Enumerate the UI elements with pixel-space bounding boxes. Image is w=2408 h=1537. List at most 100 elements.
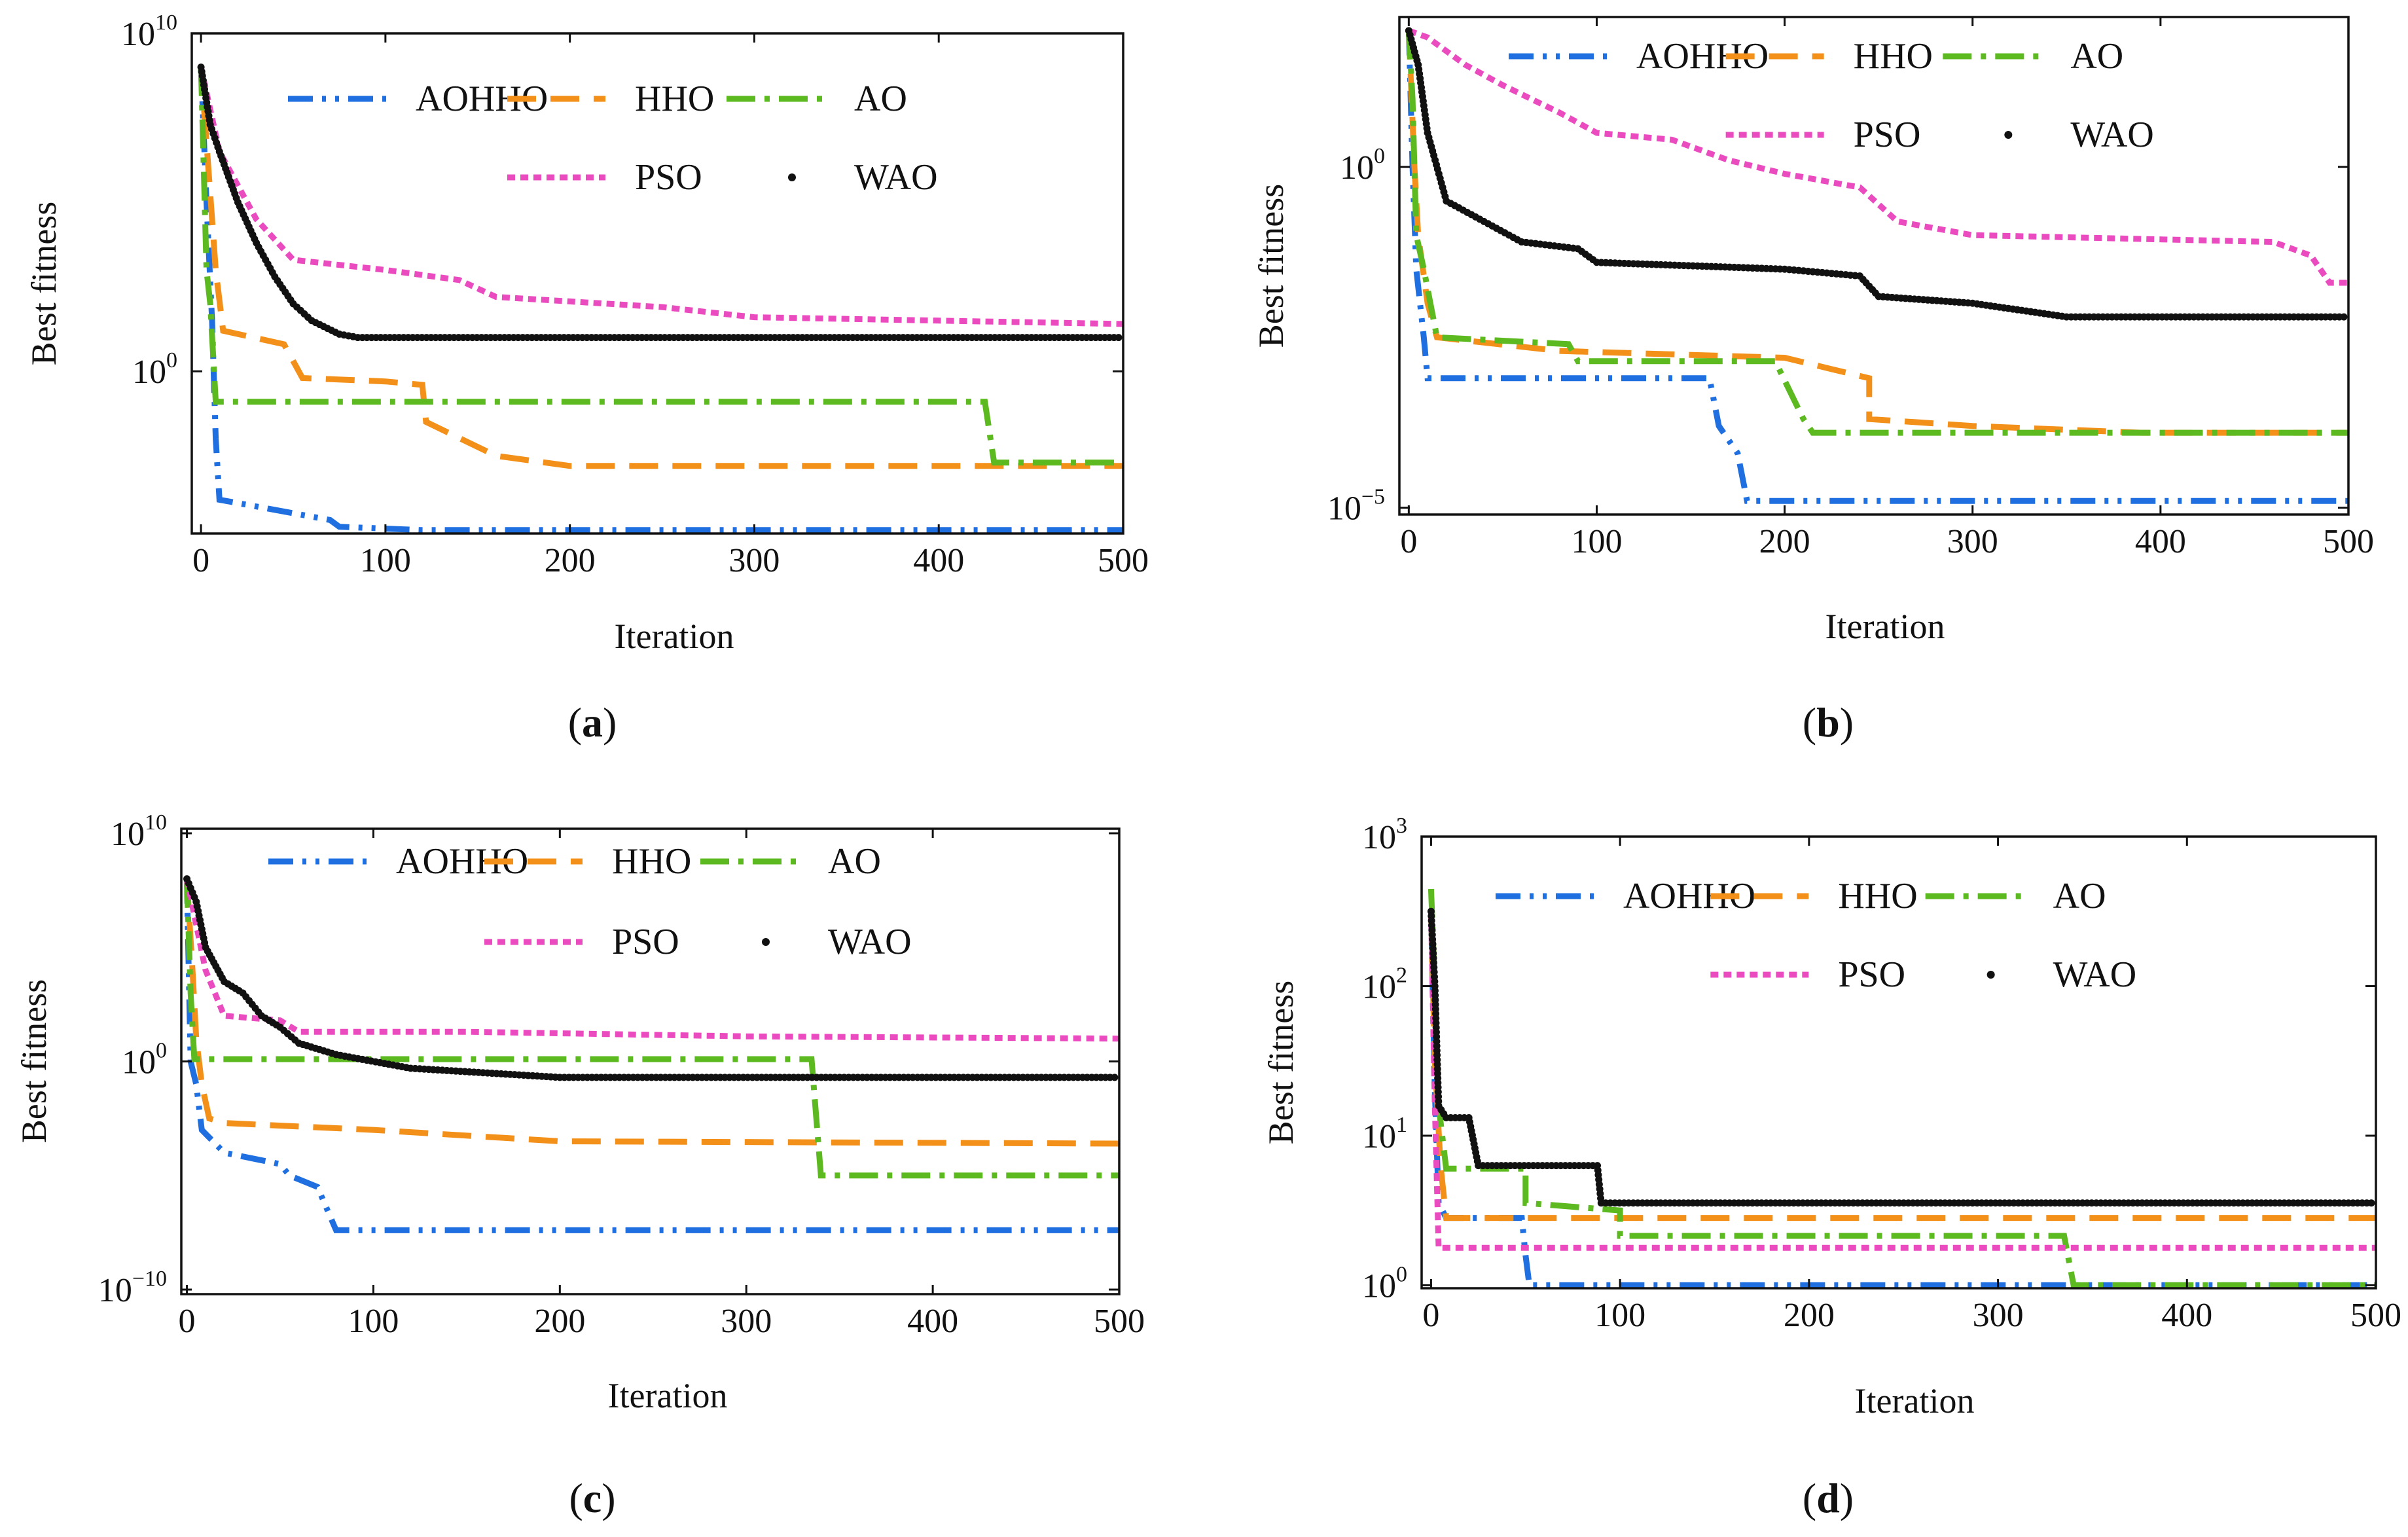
legend-label: AO: [828, 841, 881, 882]
panel-caption: (a): [568, 699, 617, 746]
panel-c: 0 100 200 300 400 500 10−10 100 1010 Iteration Bes…: [14, 810, 1145, 1521]
legend-label: HHO: [1838, 876, 1917, 916]
legend-item-aohho: AOHHO: [1509, 36, 1769, 77]
series-wao: [1405, 27, 2348, 321]
x-axis-label: Iteration: [608, 1376, 728, 1415]
legend-label: WAO: [854, 157, 938, 198]
y-axis-label: Best fitness: [1251, 184, 1291, 348]
x-tick-label: 300: [1947, 523, 1998, 560]
x-tick-label: 300: [728, 542, 780, 579]
series-hho: [198, 67, 1123, 469]
series-wao: [183, 875, 1119, 1081]
legend-item-hho: HHO: [1725, 36, 1933, 77]
legend-item-wao: WAO: [2004, 115, 2154, 155]
series-wao-dot: [2340, 313, 2348, 321]
x-tick-label: 100: [1571, 523, 1622, 560]
series-aohho: [184, 878, 1119, 1233]
y-tick-label: 102: [1362, 963, 1407, 1005]
y-axis-label: Best fitness: [14, 979, 54, 1144]
legend-label: AO: [2053, 876, 2106, 916]
plot-frame: [1398, 16, 2350, 516]
y-tick-label: 100: [122, 1039, 167, 1081]
series-ao: [1428, 888, 2376, 1288]
legend-item-wao: WAO: [1986, 954, 2137, 995]
series-hho: [1405, 30, 2348, 436]
series-group: [183, 875, 1119, 1233]
x-tick-label: 300: [721, 1303, 772, 1340]
legend-item-hho: HHO: [484, 841, 691, 882]
x-axis-label: Iteration: [615, 617, 734, 656]
panel-d: 0 100 200 300 400 500 100 101 102 103 Iteration Bes…: [1261, 814, 2401, 1521]
series-wao-dot: [2367, 1199, 2375, 1207]
legend-label: HHO: [612, 841, 691, 882]
x-tick-label: 400: [907, 1303, 958, 1340]
series-wao-dot: [1111, 1074, 1119, 1081]
y-axis-label: Best fitness: [1261, 981, 1301, 1145]
y-tick-label: 101: [1362, 1113, 1407, 1155]
series-wao: [197, 63, 1123, 342]
x-axis-label: Iteration: [1855, 1381, 1975, 1420]
legend-label: WAO: [2070, 115, 2154, 155]
x-tick-label: 500: [1098, 542, 1149, 579]
y-tick-label: 10−5: [1327, 485, 1385, 528]
y-tick-label: 103: [1362, 814, 1407, 856]
legend-swatch: [788, 173, 796, 181]
legend-item-ao: AO: [1943, 36, 2123, 77]
y-tick-label: 10−10: [98, 1267, 167, 1309]
x-tick-label: 200: [545, 542, 596, 579]
y-tick-label: 1010: [111, 810, 167, 853]
y-tick-label: 100: [1340, 144, 1385, 187]
legend-swatch: [762, 938, 770, 946]
legend-item-pso: PSO: [1710, 954, 1905, 995]
legend-label: PSO: [1838, 954, 1905, 995]
series-ao: [184, 878, 1119, 1179]
legend-label: HHO: [1854, 36, 1933, 77]
x-axis-label: Iteration: [1825, 607, 1945, 646]
legend-item-hho: HHO: [1710, 876, 1918, 916]
series-pso: [1407, 27, 2348, 286]
legend-label: AO: [854, 79, 907, 119]
legend-item-ao: AO: [1925, 876, 2106, 916]
series-aohho: [198, 67, 1123, 533]
x-tick-label: 0: [192, 542, 209, 579]
x-tick-label: 200: [1784, 1297, 1835, 1334]
x-tick-label: 100: [1594, 1297, 1645, 1334]
x-tick-label: 200: [534, 1303, 585, 1340]
series-group: [1427, 888, 2376, 1288]
panel-b: 0 100 200 300 400 500 10−5 100 Iteration Best fit…: [1251, 16, 2374, 746]
x-tick-label: 500: [2323, 523, 2374, 560]
plot-frame: [1420, 835, 2377, 1290]
series-wao-dot: [1115, 334, 1123, 342]
x-tick-label: 200: [1759, 523, 1810, 560]
legend-label: PSO: [635, 157, 702, 198]
y-axis-label: Best fitness: [24, 202, 63, 366]
panel-caption: (c): [569, 1475, 615, 1521]
series-group: [1405, 27, 2348, 504]
series-ao: [198, 67, 1123, 466]
plot-frame: [190, 32, 1124, 535]
x-tick-label: 0: [1422, 1297, 1439, 1334]
legend-item-pso: PSO: [507, 157, 702, 198]
legend-label: PSO: [612, 922, 679, 962]
legend-label: WAO: [828, 922, 912, 962]
series-pso: [198, 66, 1123, 327]
legend-item-pso: PSO: [484, 922, 679, 962]
panel-caption: (b): [1803, 699, 1854, 746]
y-tick-label: 100: [132, 348, 177, 391]
x-tick-label: 0: [1400, 523, 1417, 560]
legend-label: WAO: [2053, 954, 2137, 995]
x-tick-label: 300: [1973, 1297, 2024, 1334]
legend-item-ao: AO: [700, 841, 881, 882]
x-tick-label: 100: [360, 542, 411, 579]
x-tick-label: 100: [348, 1303, 399, 1340]
series-hho: [184, 878, 1119, 1147]
y-tick-label: 1010: [121, 10, 177, 53]
x-tick-label: 500: [2350, 1297, 2401, 1334]
x-tick-label: 400: [2135, 523, 2186, 560]
legend-item-wao: WAO: [762, 922, 912, 962]
